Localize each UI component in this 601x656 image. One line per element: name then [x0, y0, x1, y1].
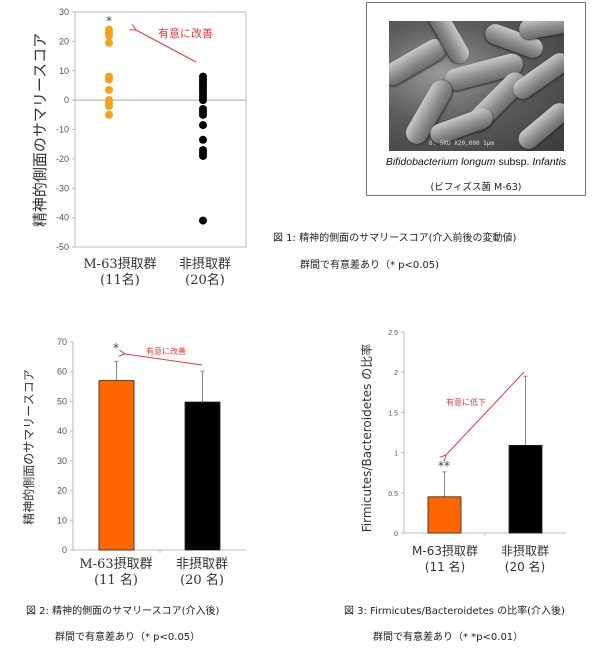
y-tick-label: 50: [57, 396, 67, 406]
y-tick-label: 20: [57, 486, 67, 496]
significance-mark: *: [106, 14, 112, 28]
y-tick-label: 2.5: [388, 330, 398, 337]
x-tick-label: (11 名): [425, 559, 465, 574]
y-tick-label: 0: [394, 531, 398, 538]
data-point: [105, 75, 113, 84]
y-axis-label: 精神的側面のサマリースコア: [21, 369, 36, 524]
data-point: [199, 110, 207, 119]
x-tick-label: 非摂取群: [179, 256, 231, 272]
photo-caption: (ビフィズス菌 M-63): [430, 182, 522, 193]
x-tick-label: M-63摂取群: [83, 256, 156, 272]
species-name: Bifidobacterium longum subsp. Infantis: [367, 156, 585, 168]
significance-mark: **: [438, 459, 450, 473]
electron-micrograph-image: 6. 5KU X20,000 1μm: [389, 21, 564, 151]
x-tick-label: (20 名): [180, 572, 224, 588]
fig2-caption: 図 2: 精神的側面のサマリースコア(介入後): [26, 606, 220, 617]
bar: [184, 401, 221, 551]
data-point: [105, 102, 113, 110]
data-point: [199, 135, 207, 144]
data-point: [199, 96, 207, 105]
x-tick-label: M-63摂取群: [79, 556, 152, 572]
y-tick-label: 1.5: [388, 410, 398, 417]
bar: [427, 496, 462, 534]
species-genus: Bifidobacterium longum: [385, 156, 496, 168]
y-tick-label: 70: [57, 337, 67, 347]
annotation-label: 有意に低下: [446, 397, 486, 407]
y-tick-label: -50: [56, 242, 69, 252]
x-tick-label: (20 名): [505, 559, 545, 574]
y-tick-label: 60: [57, 367, 67, 377]
y-tick-label: 0.5: [388, 491, 398, 498]
data-point: [199, 151, 207, 160]
species-subsp: subsp.: [495, 156, 533, 168]
x-tick-label: (11名): [100, 272, 140, 288]
data-point: [199, 216, 207, 225]
bar-chart-fig3: 0 0.5 1 1.5 2 2.5 ** 有意に低下 Firmicutes/Bactero…: [359, 330, 566, 574]
y-tick-label: 2: [394, 370, 398, 377]
x-tick-label: M-63摂取群: [412, 543, 478, 558]
x-tick-label: 非摂取群: [501, 543, 549, 558]
data-point: [105, 38, 113, 47]
fig1-caption-note: 群間で有意差あり（* p<0.05): [300, 260, 440, 271]
scatter-chart-fig1: 30 20 10 0 -10 -20 -30 -40 -50 * 有意に改善 精神的側面のサマリ…: [31, 7, 247, 288]
bar-chart-fig2: 0 10 20 30 40 50 60 70 * 有意に改善 精神的側面のサマリースコア M-…: [21, 337, 246, 588]
annotation-arrow: [136, 30, 197, 63]
y-tick-label: -20: [56, 154, 69, 164]
data-point: [199, 121, 207, 130]
species-subspecies: Infantis: [532, 156, 567, 168]
bar: [98, 380, 135, 551]
annotation-arrow: [446, 371, 525, 455]
y-tick-label: 1: [394, 451, 398, 458]
plot-frame: [74, 11, 247, 248]
annotation-arrow: [125, 354, 203, 366]
y-tick-label: -10: [56, 125, 69, 135]
y-tick-label: 0: [62, 545, 67, 555]
annotation-label: 有意に改善: [158, 26, 213, 40]
data-point: [105, 110, 113, 119]
y-axis-label: Firmicutes/Bacteroidetes の比率: [359, 344, 374, 532]
y-tick-label: 10: [59, 66, 69, 76]
fig3-caption-note: 群間で有意差あり（* *p<0.01）: [373, 632, 524, 643]
y-tick-label: 10: [57, 515, 67, 525]
x-tick-label: (11 名): [94, 572, 138, 588]
micrograph-panel: 6. 5KU X20,000 1μm Bifidobacterium longu…: [366, 2, 586, 196]
y-tick-label: 20: [59, 36, 69, 46]
scale-bar-text: 6. 5KU X20,000 1μm: [429, 140, 495, 147]
y-tick-label: 30: [59, 7, 69, 17]
fig1-caption: 図 1: 精神的側面のサマリースコア(介入前後の変動値): [273, 233, 517, 244]
bar: [508, 444, 543, 534]
data-point: [105, 31, 113, 40]
y-tick-label: 30: [57, 456, 67, 466]
y-tick-label: -40: [56, 213, 69, 223]
fig2-caption-note: 群間で有意差あり（* p<0.05）: [55, 632, 201, 643]
data-point: [105, 85, 113, 94]
y-tick-label: 0: [64, 95, 69, 105]
x-tick-label: 非摂取群: [176, 556, 228, 572]
significance-mark: *: [113, 341, 119, 355]
y-tick-label: -30: [56, 183, 69, 193]
x-tick-label: (20名): [185, 272, 225, 288]
fig3-caption: 図 3: Firmicutes/Bacteroidetes の比率(介入後): [344, 606, 565, 617]
y-axis-label: 精神的側面のサマリースコア: [31, 33, 49, 227]
annotation-label: 有意に改善: [146, 346, 186, 356]
y-tick-label: 40: [57, 426, 67, 436]
